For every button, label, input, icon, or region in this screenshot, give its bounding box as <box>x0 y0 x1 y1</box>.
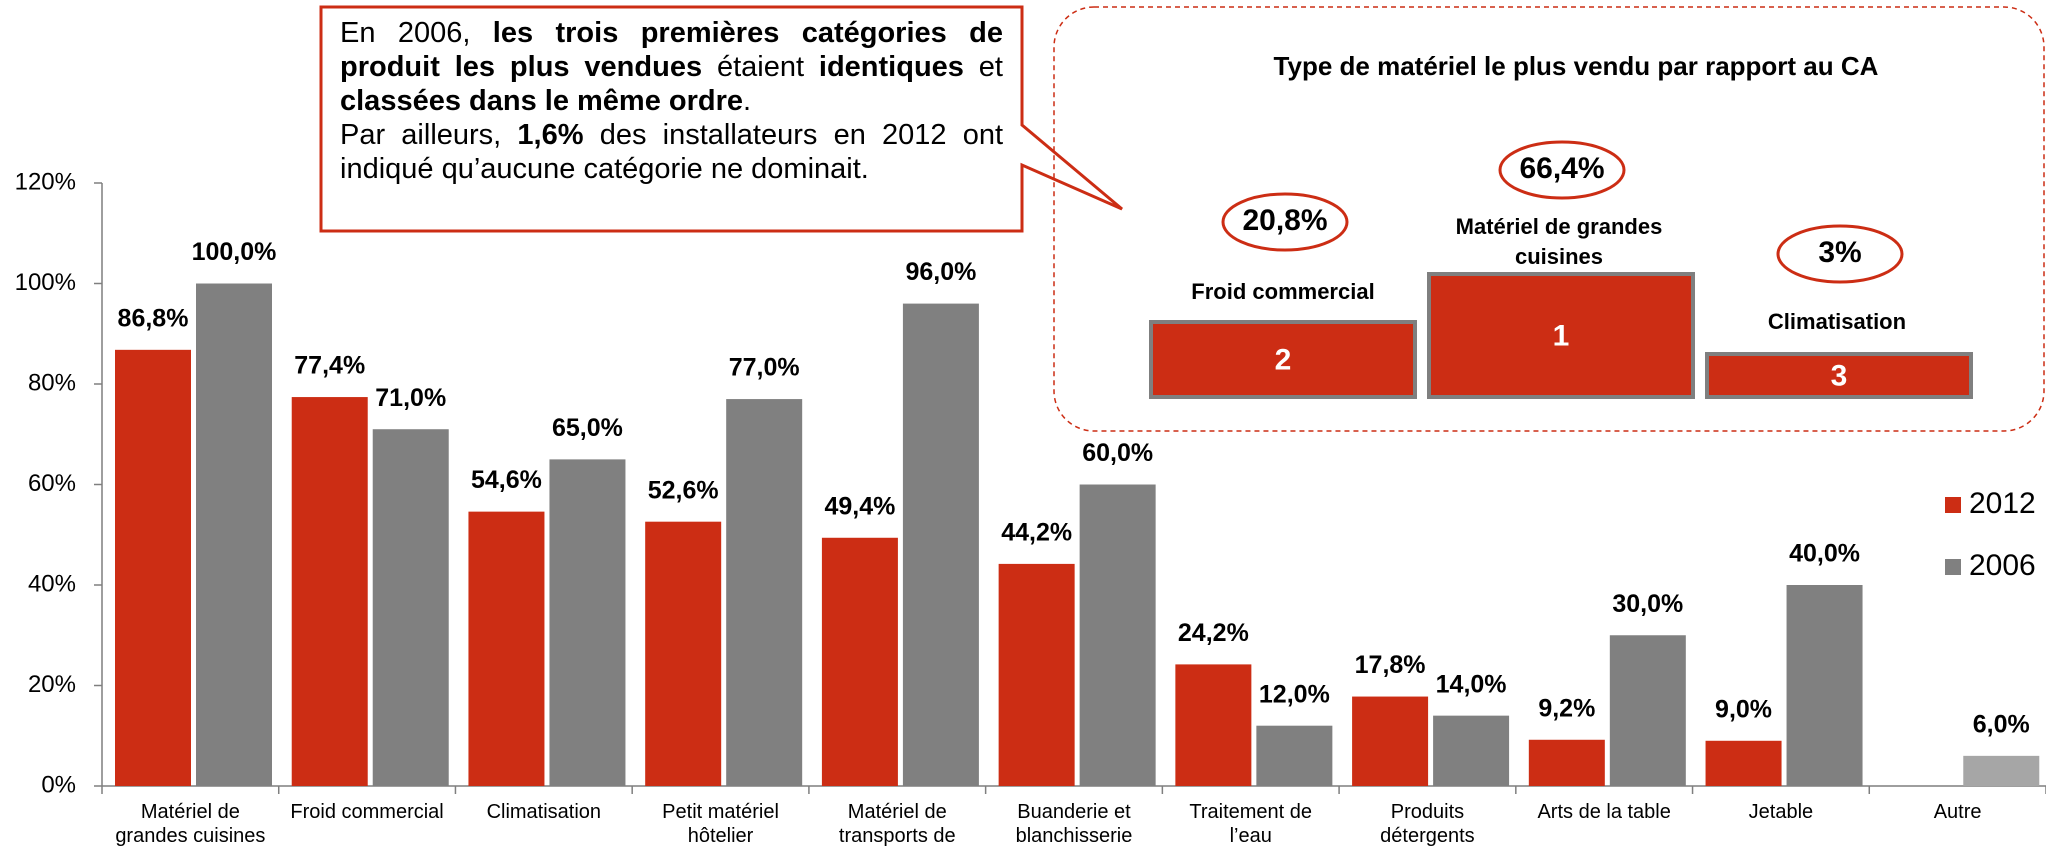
data-label: 52,6% <box>648 476 719 504</box>
callout-paragraph: Par ailleurs, 1,6% des installateurs en … <box>340 118 1003 186</box>
callout-run: des installateurs en 2012 ont indiqué qu… <box>340 119 1004 185</box>
bar <box>1528 739 1605 786</box>
podium-label: Climatisation <box>1767 309 1907 334</box>
legend-swatch <box>1945 497 1961 513</box>
podium-title: Type de matériel le plus vendu par rappo… <box>1274 51 1879 81</box>
bar <box>1352 696 1429 786</box>
data-label: 24,2% <box>1178 619 1249 647</box>
data-label: 6,0% <box>1973 710 2030 738</box>
x-tick-label: Matériel de transports de repas <box>838 801 956 847</box>
data-label: 17,8% <box>1355 651 1426 679</box>
data-label: 44,2% <box>1001 519 1072 547</box>
podium-circle <box>1776 224 1904 284</box>
y-tick-label: 100% <box>15 269 76 296</box>
data-label: 30,0% <box>1612 590 1683 618</box>
x-tick-label: Matériel de grandes cuisines <box>115 801 266 847</box>
y-tick-label: 60% <box>28 470 76 497</box>
bar <box>1609 635 1686 786</box>
bar <box>291 397 368 786</box>
callout-paragraph: En 2006, les trois premières catégories … <box>340 16 1003 118</box>
data-label: 77,0% <box>729 354 800 382</box>
x-tick-label: Jetable <box>1748 801 1814 823</box>
podium-value: 20,8% <box>1242 204 1327 237</box>
x-tick-label: Arts de la table <box>1537 801 1671 823</box>
data-label: 12,0% <box>1259 680 1330 708</box>
legend-label: 2012 <box>1969 487 2036 520</box>
data-label: 96,0% <box>905 258 976 286</box>
bar <box>1433 715 1510 786</box>
podium-block <box>1427 272 1695 399</box>
data-label: 100,0% <box>192 238 277 266</box>
callout-run: En 2006, <box>340 17 493 49</box>
callout-run: 1,6% <box>517 119 584 151</box>
bar <box>196 283 272 786</box>
podium-frame <box>1053 6 2045 432</box>
x-tick-label: Buanderie et blanchisserie <box>1015 801 1133 847</box>
callout-run: étaient <box>702 51 819 83</box>
podium-rank: 2 <box>1275 343 1292 376</box>
bar <box>645 521 722 786</box>
bar <box>1175 664 1252 786</box>
callout-run: identiques <box>818 51 964 83</box>
podium-label: Froid commercial <box>1191 279 1375 304</box>
podium-circle <box>1498 140 1626 200</box>
data-label: 54,6% <box>471 466 542 494</box>
podium-value: 3% <box>1818 236 1861 269</box>
y-tick-label: 120% <box>15 168 76 195</box>
podium-rank: 3 <box>1831 359 1848 392</box>
podium-circle <box>1221 192 1349 252</box>
bar <box>821 537 898 786</box>
data-label: 9,2% <box>1538 694 1595 722</box>
podium-block <box>1705 352 1973 399</box>
data-label: 77,4% <box>294 352 365 380</box>
bar <box>998 563 1075 786</box>
x-tick-label: Traitement de l’eau <box>1189 801 1313 847</box>
x-tick-label: Froid commercial <box>290 801 444 823</box>
y-tick-label: 40% <box>28 570 76 597</box>
data-label: 14,0% <box>1436 670 1507 698</box>
callout-run: classées dans le même ordre <box>340 85 744 117</box>
legend-swatch <box>1945 559 1961 575</box>
data-label: 49,4% <box>824 492 895 520</box>
bar <box>372 429 449 786</box>
bar <box>902 303 979 786</box>
podium-block <box>1149 320 1417 399</box>
bar <box>1963 755 2040 786</box>
podium-label: Matériel de grandes cuisines <box>1455 214 1663 269</box>
data-label: 40,0% <box>1789 540 1860 568</box>
x-tick-label: Autre <box>1933 801 1982 823</box>
callout-run: . <box>743 85 752 117</box>
bar <box>115 349 191 786</box>
podium-value: 66,4% <box>1519 152 1604 185</box>
bar <box>468 511 545 786</box>
callout-run: Par ailleurs, <box>340 119 518 151</box>
y-tick-label: 0% <box>41 771 76 798</box>
podium-rank: 1 <box>1553 319 1570 352</box>
data-label: 65,0% <box>552 414 623 442</box>
y-tick-label: 80% <box>28 369 76 396</box>
data-label: 60,0% <box>1082 439 1153 467</box>
data-label: 9,0% <box>1715 695 1772 723</box>
legend-label: 2006 <box>1969 549 2036 582</box>
bar <box>1705 740 1782 786</box>
callout-box <box>319 5 1123 233</box>
y-tick-label: 20% <box>28 671 76 698</box>
bar <box>726 399 803 786</box>
x-tick-label: Produits détergents <box>1380 801 1475 847</box>
callout-text: En 2006, les trois premières catégories … <box>340 16 1003 186</box>
x-tick-label: Petit matériel hôtelier <box>662 801 779 847</box>
x-tick-label: Climatisation <box>486 801 602 823</box>
callout-run: les trois premières catégories de produi… <box>340 17 1003 83</box>
data-label: 86,8% <box>118 304 189 332</box>
callout-run: et <box>963 51 1003 83</box>
bar <box>549 459 626 786</box>
bar <box>1079 484 1156 786</box>
bar <box>1786 585 1863 786</box>
bar <box>1256 725 1333 786</box>
data-label: 71,0% <box>375 384 446 412</box>
